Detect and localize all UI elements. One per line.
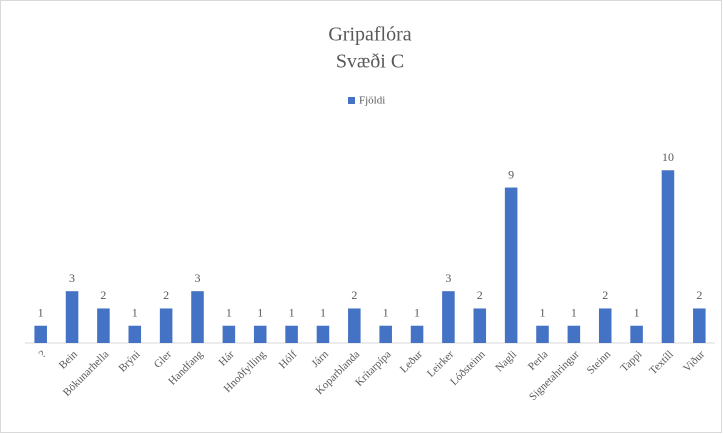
bar	[253, 325, 267, 343]
data-label: 1	[414, 305, 420, 319]
legend-swatch	[348, 97, 355, 104]
data-label: 2	[163, 288, 169, 302]
legend-label: Fjöldi	[359, 95, 385, 107]
bar	[598, 308, 612, 343]
bar	[630, 325, 643, 343]
data-label: 2	[100, 288, 106, 302]
bar	[693, 308, 706, 343]
data-label: 9	[508, 167, 514, 181]
data-label: 3	[195, 271, 201, 285]
bar	[128, 325, 142, 343]
bar	[379, 325, 392, 343]
data-label: 2	[602, 288, 608, 302]
data-label: 2	[696, 288, 702, 302]
bar	[222, 325, 236, 343]
data-label: 1	[320, 305, 326, 319]
bar	[191, 291, 204, 343]
chart-subtitle: Svæði C	[336, 51, 404, 73]
bar	[97, 308, 110, 343]
bar	[536, 325, 549, 343]
data-label: 1	[289, 305, 295, 319]
data-label: 1	[226, 305, 232, 319]
data-label: 3	[69, 271, 75, 285]
data-label: 1	[571, 305, 577, 319]
data-label: 1	[634, 305, 640, 319]
data-label: 2	[351, 288, 357, 302]
bar	[567, 325, 581, 343]
data-label: 1	[540, 305, 546, 319]
data-label: 1	[132, 305, 138, 319]
data-label: 1	[257, 305, 263, 319]
data-label: 10	[662, 150, 674, 164]
bar	[348, 308, 361, 343]
bar	[65, 291, 79, 343]
chart-title: Gripaflóra	[328, 24, 411, 46]
bar	[159, 308, 173, 343]
bar	[316, 325, 330, 343]
bar	[504, 187, 518, 343]
bar	[473, 308, 487, 343]
data-label: 3	[445, 271, 451, 285]
data-label: 1	[38, 305, 44, 319]
bar	[410, 325, 424, 343]
bar	[442, 291, 455, 343]
bar	[285, 325, 298, 343]
data-label: 2	[477, 288, 483, 302]
data-label: 1	[383, 305, 389, 319]
bar	[34, 325, 47, 343]
bar	[661, 170, 675, 343]
